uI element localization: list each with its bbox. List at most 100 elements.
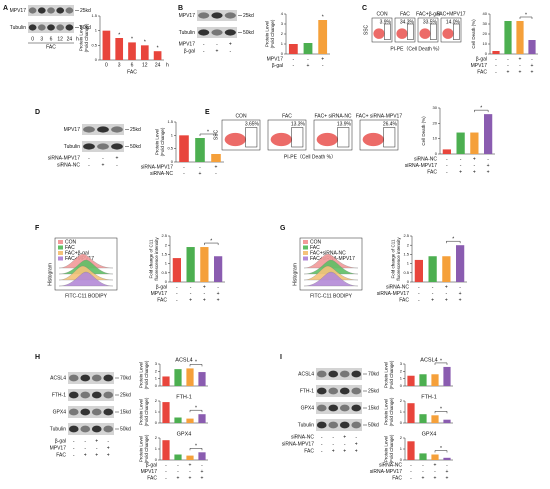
condition-sign: + <box>107 445 110 451</box>
significance: * <box>440 407 442 413</box>
y-tick-label: 0 <box>400 457 403 462</box>
flow-frame <box>371 17 393 43</box>
significance-bracket <box>474 109 489 113</box>
blot-band <box>316 404 327 412</box>
bar <box>504 21 512 54</box>
condition-sign: - <box>474 163 476 169</box>
blot-band <box>224 12 236 19</box>
blot-row-label: ACSL4 <box>50 375 66 381</box>
condition-sign: - <box>432 291 434 297</box>
condition-sign: + <box>531 69 534 75</box>
condition-sign: - <box>446 291 448 297</box>
significance: * <box>195 444 197 450</box>
bar <box>407 375 415 386</box>
condition-sign: - <box>204 291 206 297</box>
condition-sign: + <box>343 434 346 440</box>
kd-label: 70kd <box>368 371 379 377</box>
condition-sign: + <box>189 462 192 468</box>
y-tick-label: 0 <box>435 151 438 156</box>
bar <box>419 374 427 386</box>
condition-sign: - <box>332 441 334 447</box>
bar <box>431 415 439 423</box>
blot-row-label: FTH-1 <box>52 392 66 398</box>
y-tick-label: 0.5 <box>161 270 167 275</box>
condition-sign: - <box>410 475 412 481</box>
y-axis-label: (Fold Change) <box>389 434 394 463</box>
condition-sign: - <box>165 475 167 481</box>
condition-sign: - <box>519 63 521 69</box>
bar <box>186 455 194 460</box>
condition-sign: + <box>473 169 476 175</box>
condition-name: siRNA-MPV17 <box>370 469 402 475</box>
y-axis-label: Protein Level <box>138 399 143 425</box>
condition-sign: - <box>507 56 509 62</box>
blot-strip <box>68 389 114 401</box>
bar <box>407 441 415 460</box>
kd-label: 50kd <box>130 144 141 150</box>
chart-title: GPX4 <box>177 431 192 437</box>
flow-pct: 14.0% <box>446 19 461 25</box>
condition-sign: - <box>432 284 434 290</box>
condition-name: siRNA-NC <box>291 434 314 440</box>
y-tick-label: 0 <box>281 51 284 56</box>
condition-sign: - <box>332 434 334 440</box>
x-tick-label: 0 <box>105 62 108 68</box>
condition-sign: + <box>217 291 220 297</box>
condition-sign: - <box>203 48 205 54</box>
bar <box>214 256 223 282</box>
blot-row-label: FTH-1 <box>300 388 314 394</box>
kd-label: 25kd <box>120 392 131 398</box>
flow-cloud <box>316 132 338 147</box>
condition-name: siRNA-MPV17 <box>405 163 437 169</box>
blot-strip <box>316 419 362 431</box>
legend-swatch <box>58 256 63 261</box>
y-tick-label: 1 <box>171 132 174 137</box>
blot-band <box>47 7 55 14</box>
y-tick-label: 0 <box>171 159 174 164</box>
blot-band <box>328 387 339 395</box>
condition-sign: + <box>446 469 449 475</box>
y-tick-label: 1 <box>400 376 403 381</box>
blot-band <box>97 126 109 133</box>
flow-pct: 13.9% <box>337 121 352 127</box>
y-tick-label: 0 <box>400 383 403 388</box>
y-tick-label: 0.5 <box>167 146 173 151</box>
condition-sign: + <box>201 475 204 481</box>
flow-pct: 3.65% <box>245 121 260 127</box>
y-tick-label: 1.5 <box>161 251 167 256</box>
condition-sign: - <box>102 155 104 161</box>
condition-sign: - <box>292 63 294 69</box>
y-tick-label: 2 <box>400 368 403 373</box>
flow-pct: 34.3% <box>400 19 415 25</box>
condition-name: FAC <box>147 475 157 481</box>
condition-sign: - <box>418 297 420 303</box>
condition-name: MPV17 <box>141 469 158 475</box>
condition-sign: + <box>199 171 202 177</box>
condition-sign: + <box>434 475 437 481</box>
histogram-ridge <box>303 259 359 275</box>
condition-sign: + <box>229 41 232 47</box>
chart-title: FTH-1 <box>421 394 437 400</box>
significance-bracket <box>199 133 217 136</box>
blot-band <box>103 408 114 416</box>
histogram-xlabel: FITC-C11 BODIPY <box>65 293 108 299</box>
lane-label: 6 <box>50 36 53 42</box>
blot-band <box>103 391 114 399</box>
histogram-ylabel: Histogram <box>292 263 298 286</box>
y-tick-label: 2 <box>407 242 410 247</box>
condition-sign: + <box>445 297 448 303</box>
legend-swatch <box>303 245 308 250</box>
condition-name: β-gal <box>55 438 66 444</box>
histogram-ridge <box>58 259 114 275</box>
condition-sign: - <box>307 56 309 62</box>
condition-sign: - <box>116 162 118 168</box>
y-tick-label: 1 <box>155 376 158 381</box>
condition-sign: + <box>422 475 425 481</box>
blot-band <box>65 24 74 31</box>
blot-row-label: Tubulin <box>179 30 195 36</box>
condition-name: MPV17 <box>471 63 488 69</box>
y-tick-label: 1 <box>281 41 284 46</box>
y-axis-label: (Fold Change) <box>389 397 394 426</box>
blot-row-label: GPX4 <box>301 405 315 411</box>
flow-gate <box>384 23 391 40</box>
